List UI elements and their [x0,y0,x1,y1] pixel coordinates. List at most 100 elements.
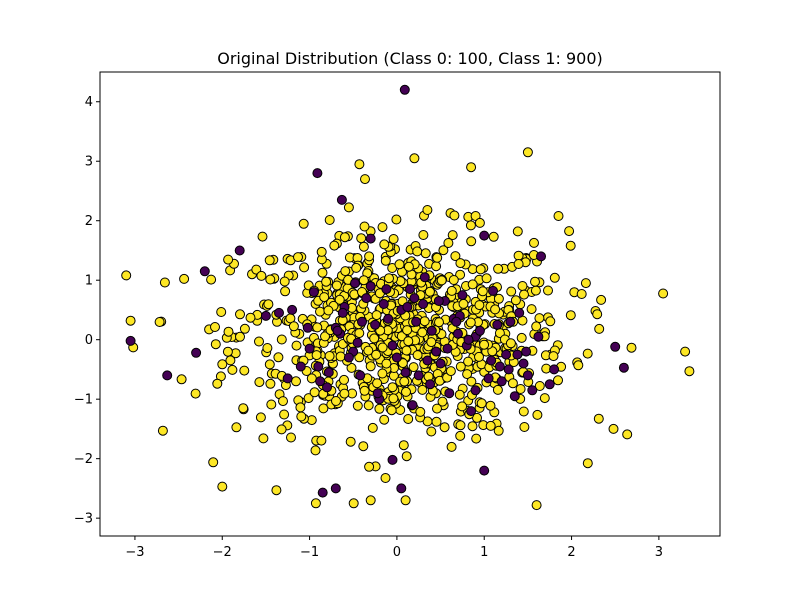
class-0-point [503,364,514,375]
class-0-point [463,334,474,345]
class-1-point [210,322,220,332]
class-1-point [431,416,442,427]
class-1-point [254,336,264,347]
class-1-point [343,202,354,213]
class-1-point [455,269,466,280]
class-1-point [449,210,460,221]
class-0-point [304,343,315,354]
class-1-point [265,378,276,389]
class-0-point [343,352,354,363]
class-1-point [212,378,223,389]
class-0-point [317,487,328,498]
class-1-point [431,261,442,272]
class-1-point [488,231,499,242]
points-layer [121,84,695,511]
class-1-point [401,451,412,462]
class-1-point [321,276,332,287]
class-1-point [493,425,504,436]
class-0-point [544,379,555,390]
class-1-point [365,361,376,372]
class-0-point [234,245,245,256]
class-0-point [387,340,398,351]
class-1-point [310,498,321,509]
class-1-point [397,358,408,369]
class-1-point [216,307,227,317]
x-tick-label: 3 [655,545,663,560]
class-0-point [350,278,360,289]
class-0-point [400,367,411,378]
y-tick-label: 3 [85,155,93,170]
class-0-point [492,319,503,330]
class-1-point [245,312,256,323]
class-1-point [512,226,523,237]
class-0-point [295,361,306,372]
class-0-point [453,328,463,339]
class-1-point [358,441,369,452]
class-0-point [302,322,313,333]
y-tick-label: 4 [85,95,93,110]
x-tick-label: 2 [567,545,575,560]
class-1-point [257,231,268,242]
class-0-point [418,299,429,309]
class-1-point [306,373,317,384]
class-1-point [594,323,605,334]
class-0-point [486,355,497,366]
class-1-point [549,272,560,283]
class-1-point [384,273,394,284]
class-1-point [217,359,228,370]
class-1-point [239,323,250,334]
class-1-point [279,276,290,287]
chart-title: Original Distribution (Class 0: 100, Cla… [217,49,603,68]
class-1-point [394,259,405,270]
class-0-point [361,293,372,304]
class-0-point [260,310,271,321]
class-0-point [426,325,437,336]
class-1-point [553,375,563,386]
class-1-point [316,435,327,446]
class-1-point [264,359,275,370]
class-1-point [367,422,378,433]
class-0-point [162,370,173,381]
x-tick-label: −2 [213,545,232,560]
class-1-point [372,378,383,389]
class-1-point [235,309,245,320]
class-1-point [474,217,485,228]
class-1-point [339,374,349,385]
class-1-point [280,286,291,297]
class-1-point [465,220,476,231]
class-1-point [386,405,397,416]
class-1-point [445,366,456,377]
class-0-point [409,293,420,304]
class-1-point [412,246,423,257]
class-1-point [318,403,329,414]
class-1-point [463,356,474,367]
class-0-point [332,325,343,336]
class-1-point [465,317,476,328]
class-1-point [446,441,457,452]
class-0-point [422,355,433,366]
y-tick-label: 1 [85,274,93,289]
class-1-point [238,403,249,414]
class-1-point [296,411,307,422]
class-1-point [340,266,351,277]
class-1-point [254,377,265,388]
class-1-point [398,440,409,451]
class-1-point [324,351,335,361]
class-0-point [337,307,348,318]
class-1-point [466,162,477,173]
class-0-point [474,325,485,336]
class-1-point [490,304,501,315]
class-1-point [335,351,346,362]
class-1-point [450,251,461,262]
class-0-point [399,84,410,95]
class-1-point [564,226,575,237]
class-1-point [359,385,370,396]
class-1-point [295,402,306,413]
class-1-point [358,275,369,286]
class-1-point [417,384,428,395]
class-0-point [419,272,430,283]
class-1-point [492,384,503,395]
class-1-point [455,258,466,269]
class-0-point [336,194,347,205]
class-1-point [474,300,485,311]
